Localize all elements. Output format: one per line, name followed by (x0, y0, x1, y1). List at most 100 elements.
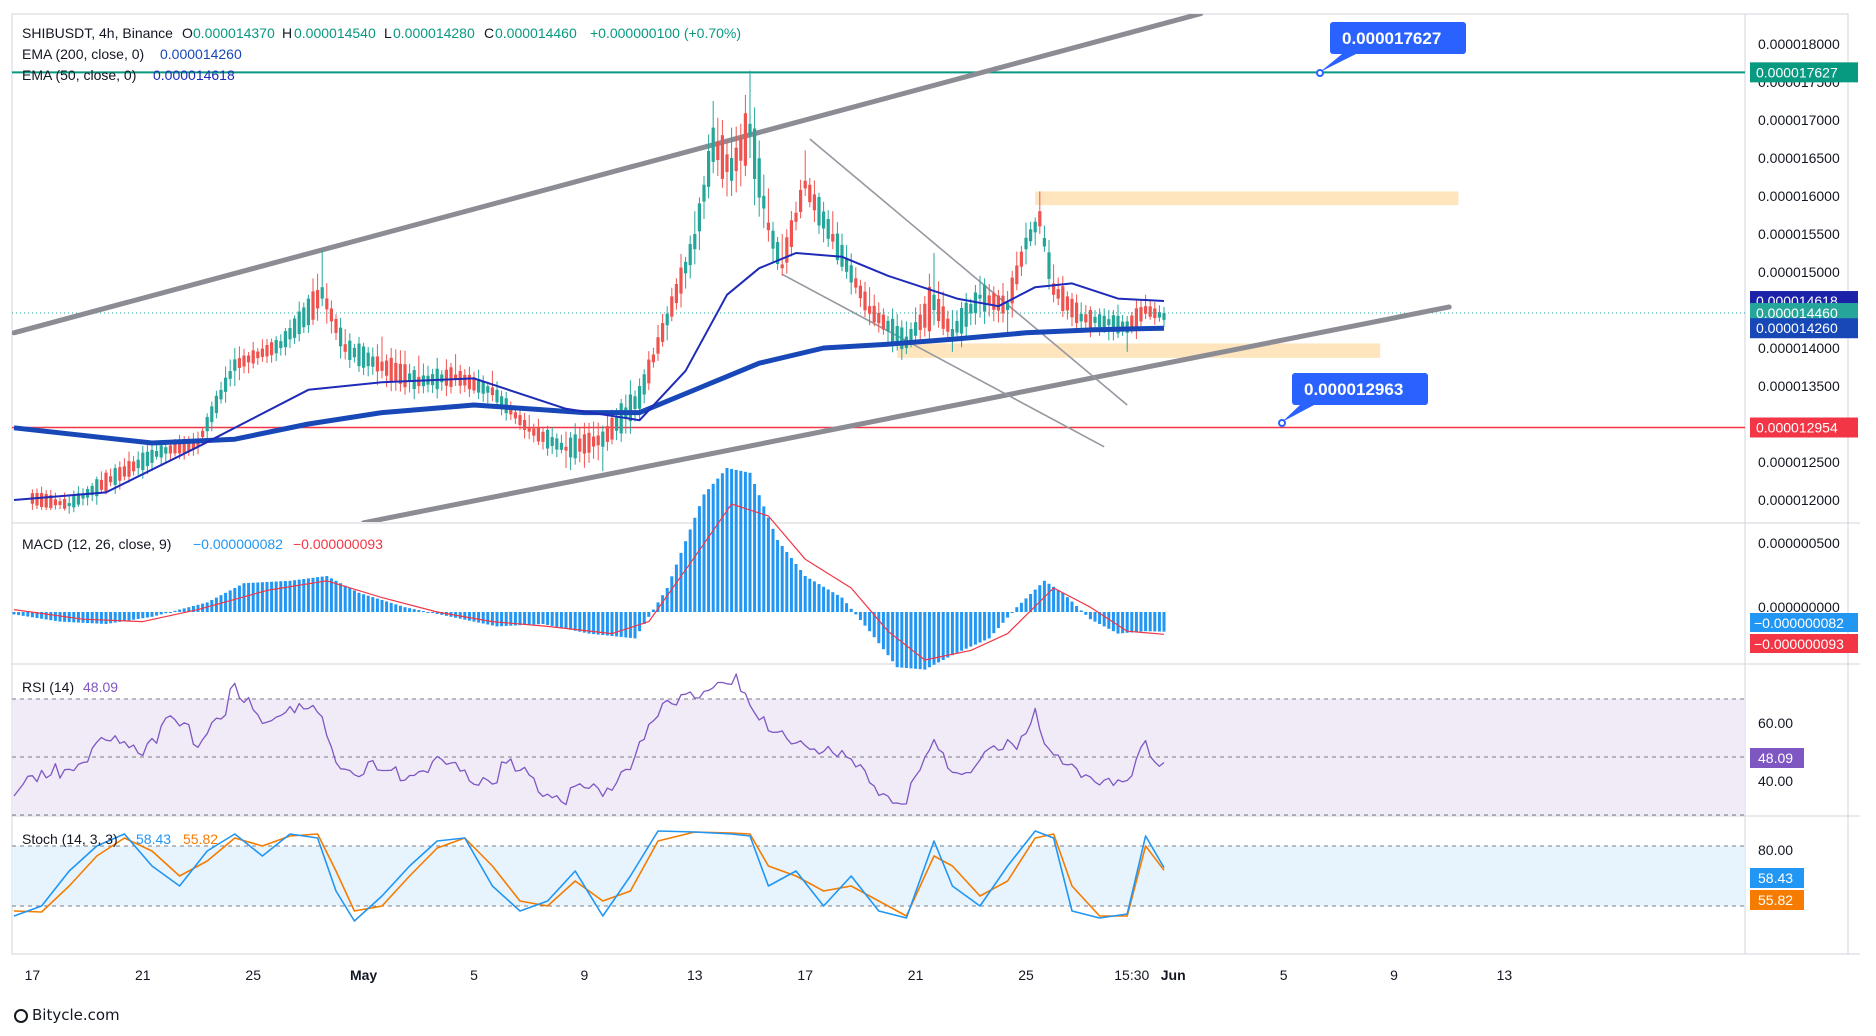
candle-body (366, 352, 370, 367)
macd-value: −0.000000082 (193, 536, 283, 552)
candle-body (610, 417, 614, 440)
time-tick: 17 (797, 967, 813, 983)
callout-support[interactable]: 0.000012963 (1278, 373, 1428, 427)
macd-hist-bar (881, 612, 885, 650)
candle-body (569, 437, 573, 458)
stoch-d-line (13, 831, 1165, 917)
candle-body (803, 180, 807, 189)
macd-hist-bar (1116, 612, 1120, 634)
candle-body (849, 265, 853, 283)
macd-hist-bar (58, 612, 62, 622)
macd-hist-bar (647, 612, 651, 617)
macd-hist-bar (573, 612, 577, 631)
candle-body (730, 158, 734, 181)
candle-body (513, 412, 517, 419)
time-tick: 17 (25, 967, 41, 983)
callout-resistance[interactable]: 0.000017627 (1316, 22, 1466, 77)
macd-hist-bar (1024, 598, 1028, 612)
bitycle-logo-icon (14, 1009, 28, 1023)
rsi-tick-0: 60.00 (1758, 715, 1793, 731)
candle-body (822, 211, 826, 229)
stoch-k-badge-bg (1750, 868, 1804, 888)
macd-hist-bar (730, 468, 734, 612)
macd-hist-bar (964, 612, 968, 649)
macd-hist-bar (389, 602, 393, 612)
macd-hist-bar (380, 600, 384, 612)
macd-hist-bar (1153, 612, 1157, 632)
candle-body (260, 348, 264, 357)
candle-body (1107, 319, 1111, 326)
macd-hist-bar (743, 471, 747, 612)
candle-body (109, 476, 113, 483)
candle-body (564, 446, 568, 451)
macd-hist-bar (95, 612, 99, 624)
macd-hist-bar (555, 612, 559, 627)
zone-0 (1035, 191, 1459, 206)
footer-brand[interactable]: Bitycle.com (14, 1006, 120, 1024)
macd-hist-bar (417, 610, 421, 612)
candle-body (615, 416, 619, 431)
macd-hist-bar (1038, 585, 1042, 612)
macd-hist-bar (1084, 612, 1088, 615)
candle-body (316, 290, 320, 309)
candle-body (495, 389, 499, 403)
ema200-line (13, 325, 1165, 446)
macd-hist-bar (720, 473, 724, 612)
candle-body (348, 340, 352, 360)
macd-hist-bar (868, 612, 872, 632)
macd-hist-bar (371, 597, 375, 612)
candle-body (394, 362, 398, 381)
macd-hist-bar (840, 597, 844, 612)
candle-body (72, 496, 76, 508)
candle-body (279, 341, 283, 348)
macd-hist-bar (628, 612, 632, 638)
candle-body (638, 386, 642, 409)
macd-hist-bar (1001, 612, 1005, 623)
candle-body (665, 313, 669, 326)
candle-body (509, 406, 513, 415)
candle-body (711, 127, 715, 162)
macd-hist-bar (877, 612, 881, 644)
candle-body (371, 356, 375, 367)
macd-hist-bar (426, 612, 430, 613)
time-axis[interactable]: 17 21 25 May 5 9 13 17 21 25 15:30 Jun 5 9 13 (25, 967, 1513, 983)
candle-body (532, 428, 536, 436)
macd-hist-bar (582, 612, 586, 633)
stoch-pane[interactable] (13, 830, 1165, 922)
macd-hist-bar (270, 581, 274, 612)
candle-body (628, 394, 632, 422)
macd-hist-bar (178, 609, 182, 612)
macd-hist-bar (265, 582, 269, 612)
candle-body (766, 222, 770, 231)
macd-pane[interactable] (12, 468, 1166, 670)
macd-hist-bar (651, 609, 655, 612)
price-axis[interactable]: 0.0000180000.0000175000.0000170000.00001… (1750, 36, 1858, 508)
macd-hist-bar (467, 612, 471, 621)
macd-hist-bar (472, 612, 476, 622)
macd-hist-bar (150, 612, 154, 617)
candle-body (1010, 277, 1014, 304)
candle-body (486, 386, 490, 393)
candle-body (716, 141, 720, 161)
price-pane[interactable] (12, 14, 1745, 523)
rsi-line (13, 673, 1165, 806)
macd-hist-bar (812, 581, 816, 612)
rsi-pane[interactable] (13, 673, 1165, 806)
macd-hist-bar (1061, 592, 1065, 612)
candle-body (343, 344, 347, 352)
ema50-value: 0.000014618 (153, 67, 235, 83)
candle-body (693, 234, 697, 250)
macd-hist-bar (274, 581, 278, 612)
candle-body (753, 128, 757, 179)
candle-body (412, 370, 416, 390)
macd-hist-bar (665, 588, 669, 612)
callout-resistance-text: 0.000017627 (1342, 29, 1441, 48)
macd-hist-bar (1015, 607, 1019, 612)
candle-body (757, 158, 761, 198)
macd-hist-bar (992, 612, 996, 634)
ohlc-change: +0.000000100 (+0.70%) (590, 25, 741, 41)
candle-body (743, 113, 747, 166)
candle-body (237, 358, 241, 368)
macd-hist-bar (136, 612, 140, 619)
